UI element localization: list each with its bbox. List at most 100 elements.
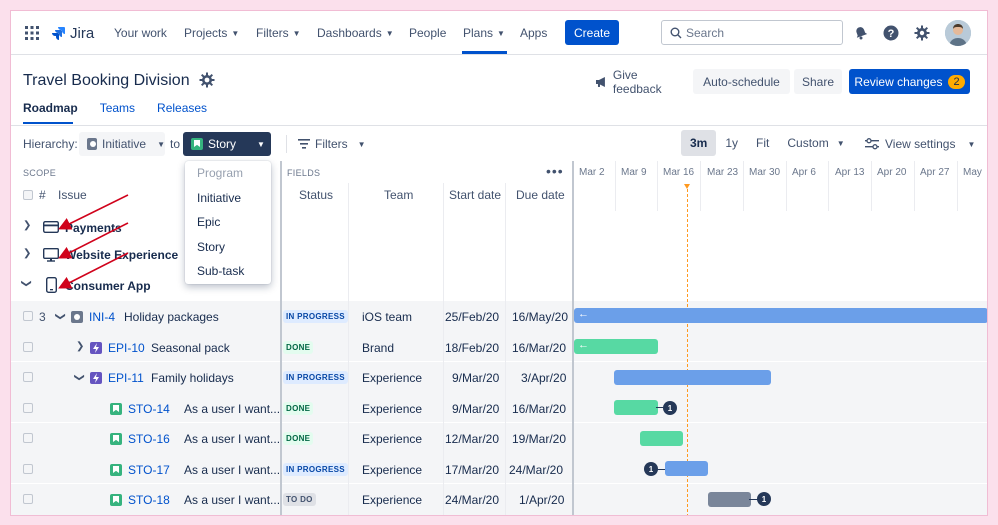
timeline-bar[interactable] (665, 461, 708, 476)
give-feedback-button[interactable]: Give feedback (595, 68, 689, 96)
team-column-header[interactable]: Team (384, 188, 414, 202)
due-date-cell[interactable]: 24/Mar/20 (509, 463, 564, 477)
zoom-fit[interactable]: Fit (756, 136, 770, 150)
collapse-chevron-icon[interactable]: ❯ (73, 373, 85, 382)
issue-key[interactable]: STO-16 (128, 432, 170, 446)
nav-filters[interactable]: Filters ▼ (256, 11, 301, 55)
expand-chevron-icon[interactable]: ❯ (76, 341, 85, 352)
tab-releases[interactable]: Releases (157, 101, 208, 115)
timeline-bar[interactable]: ← (574, 308, 987, 323)
issue-key[interactable]: STO-17 (128, 463, 170, 477)
menu-item-sub-task[interactable]: Sub-task (197, 264, 245, 278)
due-date-cell[interactable]: 3/Apr/20 (521, 371, 567, 385)
row-checkbox[interactable] (23, 372, 33, 382)
issue-key[interactable]: INI-4 (89, 310, 116, 324)
dependency-badge[interactable]: 1 (663, 401, 677, 415)
status-column-header[interactable]: Status (299, 188, 334, 202)
zoom-3m[interactable]: 3m (681, 130, 717, 156)
due-date-cell[interactable]: 16/May/20 (512, 310, 569, 324)
status-badge[interactable]: DONE (283, 402, 314, 415)
team-cell[interactable]: Experience (362, 432, 423, 446)
collapse-chevron-icon[interactable]: ❯ (20, 279, 32, 288)
status-badge[interactable]: IN PROGRESS (283, 371, 348, 384)
tab-teams[interactable]: Teams (99, 101, 136, 115)
team-cell[interactable]: Experience (362, 493, 423, 507)
team-cell[interactable]: Experience (362, 402, 423, 416)
start-date-cell[interactable]: 25/Feb/20 (445, 310, 500, 324)
settings-icon[interactable] (912, 23, 932, 43)
issue-key[interactable]: EPI-11 (108, 371, 144, 385)
due-date-cell[interactable]: 19/Mar/20 (512, 432, 567, 446)
create-button[interactable]: Create (565, 20, 619, 45)
status-badge[interactable]: DONE (283, 341, 314, 354)
team-cell[interactable]: Experience (362, 463, 423, 477)
team-cell[interactable]: Experience (362, 371, 423, 385)
group-label-payments[interactable]: Payments (65, 221, 122, 235)
start-date-cell[interactable]: 17/Mar/20 (445, 463, 500, 477)
issue-key[interactable]: EPI-10 (108, 341, 145, 355)
dependency-badge[interactable]: 1 (644, 462, 658, 476)
review-changes-button[interactable]: Review changes 2 (849, 69, 970, 94)
issue-summary[interactable]: As a user I want... (184, 463, 281, 477)
auto-schedule-button[interactable]: Auto-schedule (693, 69, 790, 94)
start-date-cell[interactable]: 24/Mar/20 (445, 493, 500, 507)
timeline-bar[interactable] (640, 431, 683, 446)
nav-projects[interactable]: Projects ▼ (184, 11, 239, 55)
team-cell[interactable]: iOS team (362, 310, 413, 324)
status-badge[interactable]: IN PROGRESS (283, 463, 348, 476)
jira-logo[interactable]: Jira (51, 11, 94, 55)
due-date-cell[interactable]: 16/Mar/20 (512, 341, 567, 355)
issue-summary[interactable]: As a user I want... (184, 432, 281, 446)
group-label-consumer-app[interactable]: Consumer App (65, 279, 151, 293)
row-checkbox[interactable] (23, 494, 33, 504)
start-date-cell[interactable]: 9/Mar/20 (452, 371, 500, 385)
row-checkbox[interactable] (23, 403, 33, 413)
issue-summary[interactable]: Seasonal pack (151, 341, 230, 355)
team-cell[interactable]: Brand (362, 341, 395, 355)
notifications-icon[interactable] (851, 23, 871, 43)
settings-gear-icon[interactable] (199, 72, 215, 91)
tab-roadmap[interactable]: Roadmap (23, 101, 78, 115)
collapse-chevron-icon[interactable]: ❯ (54, 312, 66, 321)
issue-summary[interactable]: Holiday packages (124, 310, 219, 324)
search-input[interactable]: Search (661, 20, 843, 45)
share-button[interactable]: Share (794, 69, 842, 94)
status-badge[interactable]: IN PROGRESS (283, 310, 348, 323)
issue-summary[interactable]: Family holidays (151, 371, 234, 385)
nav-dashboards[interactable]: Dashboards ▼ (317, 11, 394, 55)
group-label-website-experience[interactable]: Website Experience (65, 248, 179, 262)
hierarchy-to-select[interactable]: Story ▼ (183, 132, 271, 156)
row-checkbox[interactable] (23, 433, 33, 443)
filters-button[interactable]: Filters ▼ (298, 132, 366, 156)
issue-key[interactable]: STO-14 (128, 402, 170, 416)
issue-summary[interactable]: As a user I want... (184, 493, 281, 507)
menu-item-epic[interactable]: Epic (197, 215, 221, 229)
zoom-1y[interactable]: 1y (725, 136, 739, 150)
start-date-cell[interactable]: 12/Mar/20 (445, 432, 500, 446)
issue-column-header[interactable]: Issue (58, 188, 87, 202)
timeline-bar[interactable] (708, 492, 751, 507)
timeline-bar[interactable] (614, 400, 658, 415)
nav-your-work[interactable]: Your work (114, 11, 167, 55)
issue-summary[interactable]: As a user I want... (184, 402, 281, 416)
select-all-checkbox[interactable] (23, 190, 33, 200)
nav-people[interactable]: People (409, 11, 446, 55)
start-date-column-header[interactable]: Start date (449, 188, 502, 202)
avatar[interactable] (945, 20, 971, 46)
row-checkbox[interactable] (23, 342, 33, 352)
zoom-custom[interactable]: Custom ▼ (778, 130, 853, 156)
status-badge[interactable]: DONE (283, 432, 314, 445)
start-date-cell[interactable]: 9/Mar/20 (452, 402, 500, 416)
nav-apps[interactable]: Apps (520, 11, 547, 55)
status-badge[interactable]: TO DO (283, 493, 316, 506)
more-options-icon[interactable]: ••• (546, 163, 564, 179)
view-settings-button[interactable]: View settings ▼ (865, 132, 975, 156)
app-switcher-icon[interactable] (25, 11, 39, 55)
nav-plans[interactable]: Plans ▼ (463, 11, 505, 55)
start-date-cell[interactable]: 18/Feb/20 (445, 341, 500, 355)
menu-item-story[interactable]: Story (197, 240, 226, 254)
expand-chevron-icon[interactable]: ❯ (23, 220, 32, 231)
row-checkbox[interactable] (23, 311, 33, 321)
due-date-column-header[interactable]: Due date (516, 188, 565, 202)
dependency-badge[interactable]: 1 (757, 492, 771, 506)
